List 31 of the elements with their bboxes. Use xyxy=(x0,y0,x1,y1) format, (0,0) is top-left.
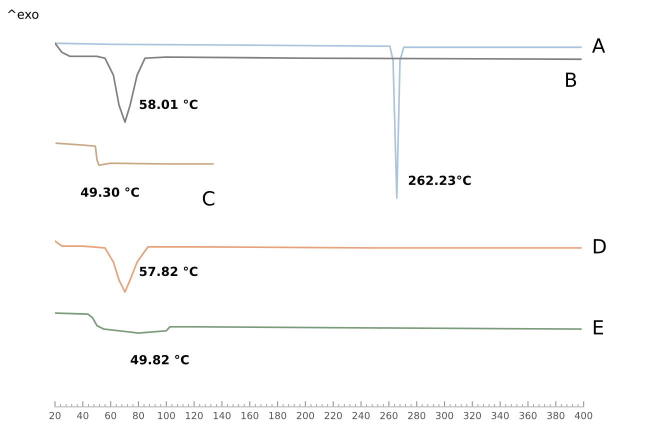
annotation: 58.01 °C xyxy=(140,100,198,110)
x-tick-label: 20 xyxy=(50,412,61,420)
series-label: A xyxy=(592,38,606,53)
x-tick-label: 260 xyxy=(380,412,398,420)
x-tick-label: 140 xyxy=(214,412,231,420)
series-label: E xyxy=(594,320,603,334)
x-tick-label: 340 xyxy=(492,412,509,420)
x-tick-label: 400 xyxy=(574,412,592,420)
x-tick-label: 320 xyxy=(464,412,481,420)
text: ^exo xyxy=(8,10,38,19)
x-tick-label: 360 xyxy=(519,412,537,420)
x-tick-label: 300 xyxy=(436,412,454,420)
x-tick-label: 220 xyxy=(324,412,342,420)
annotation: 49.30 °C xyxy=(80,187,139,197)
annotation: 49.82 °C xyxy=(130,354,189,364)
x-tick-label: 380 xyxy=(547,412,564,420)
series-label: D xyxy=(594,239,606,254)
x-tick-label: 40 xyxy=(77,412,88,420)
series-label: C xyxy=(202,191,214,206)
x-tick-label: 280 xyxy=(408,412,426,420)
x-tick-label: 240 xyxy=(352,412,370,420)
annotation: 262.23°C xyxy=(408,176,471,186)
x-tick-label: 160 xyxy=(242,412,258,420)
x-tick-label: 200 xyxy=(296,412,314,420)
x-tick-label: 120 xyxy=(186,412,203,420)
x-tick-label: 80 xyxy=(132,412,144,420)
series-label: B xyxy=(566,72,576,87)
x-tick-label: 100 xyxy=(158,412,175,420)
x-tick-label: 180 xyxy=(269,412,286,420)
x-tick-label: 60 xyxy=(105,412,116,420)
annotation: 57.82 °C xyxy=(140,266,198,276)
